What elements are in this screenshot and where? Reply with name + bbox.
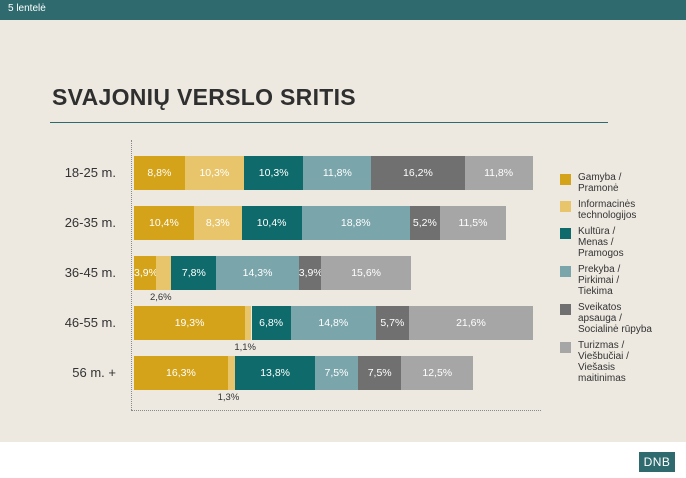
legend-swatch bbox=[560, 304, 571, 315]
category-label: 56 m. + bbox=[72, 365, 116, 380]
data-label: 15,6% bbox=[351, 267, 381, 279]
data-label-outside: 1,3% bbox=[217, 392, 240, 403]
bar-segment bbox=[184, 156, 244, 190]
bar-segment bbox=[227, 356, 236, 390]
data-label: 14,3% bbox=[242, 267, 273, 279]
top-bar: 5 lentelė bbox=[0, 0, 686, 20]
bar-segment bbox=[358, 356, 402, 390]
bar-segment bbox=[245, 306, 252, 340]
data-label: 14,8% bbox=[318, 317, 349, 329]
data-label: 10,3% bbox=[199, 167, 230, 179]
data-label-outside: 1,1% bbox=[234, 342, 256, 353]
legend-item: Kultūra / Menas / Pramogos bbox=[560, 226, 680, 259]
data-label: 21,6% bbox=[456, 317, 486, 329]
category-label: 46-55 m. bbox=[64, 315, 116, 330]
value-axis-line bbox=[131, 410, 541, 411]
legend-item: Turizmas / Viešbučiai / Viešasis maitini… bbox=[560, 340, 680, 384]
data-label: 7,5% bbox=[324, 367, 349, 379]
legend-swatch bbox=[560, 342, 571, 353]
bar-segment bbox=[244, 156, 304, 190]
chart-legend: Gamyba / Pramonė Informacinės technologij… bbox=[560, 172, 680, 389]
legend-swatch bbox=[560, 228, 571, 239]
bar-segment bbox=[314, 356, 359, 390]
legend-item: Gamyba / Pramonė bbox=[560, 172, 680, 194]
data-label: 13,8% bbox=[260, 367, 290, 379]
bar-segment bbox=[301, 206, 410, 240]
legend-swatch bbox=[560, 174, 571, 185]
legend-label: Prekyba / Pirkimai / Tiekima bbox=[578, 264, 621, 297]
data-label-outside: 2,6% bbox=[149, 292, 172, 303]
bar-segment bbox=[216, 256, 299, 290]
bar-segment bbox=[134, 356, 228, 390]
data-label: 8,3% bbox=[205, 217, 230, 229]
data-label: 10,3% bbox=[258, 167, 289, 179]
bar-segment bbox=[321, 256, 412, 290]
data-label: 16,3% bbox=[166, 367, 196, 379]
data-label: 8,8% bbox=[147, 167, 172, 179]
category-label: 18-25 m. bbox=[64, 165, 116, 180]
bar-segment bbox=[171, 256, 217, 290]
legend-label: Sveikatos apsauga / Socialinė rūpyba bbox=[578, 302, 652, 335]
data-label: 12,5% bbox=[422, 367, 453, 379]
data-label: 6,8% bbox=[259, 317, 284, 329]
bar-segment bbox=[134, 256, 157, 290]
legend-item: Informacinės technologijos bbox=[560, 199, 680, 221]
legend-label: Kultūra / Menas / Pramogos bbox=[578, 226, 624, 259]
bar-segment bbox=[241, 206, 302, 240]
bar-segment bbox=[193, 206, 242, 240]
bar-segment bbox=[251, 306, 291, 340]
data-label: 7,5% bbox=[367, 367, 392, 379]
slide-label: 5 lentelė bbox=[8, 3, 46, 14]
legend-swatch bbox=[560, 266, 571, 277]
legend-item: Sveikatos apsauga / Socialinė rūpyba bbox=[560, 302, 680, 335]
title-divider bbox=[50, 122, 608, 123]
data-label: 11,8% bbox=[484, 167, 514, 179]
bar-segment bbox=[439, 206, 507, 240]
bar-segment bbox=[408, 306, 534, 340]
legend-label: Turizmas / Viešbučiai / Viešasis maitini… bbox=[578, 340, 629, 384]
data-label: 10,4% bbox=[149, 217, 179, 229]
data-label: 7,8% bbox=[181, 267, 206, 279]
bar-segment bbox=[134, 156, 185, 190]
bar-segment bbox=[371, 156, 465, 190]
data-label: 18,8% bbox=[340, 217, 371, 229]
bar-segment bbox=[401, 356, 474, 390]
data-label: 11,5% bbox=[458, 217, 488, 229]
legend-swatch bbox=[560, 201, 571, 212]
bar-segment bbox=[303, 156, 372, 190]
bar-segment bbox=[156, 256, 172, 290]
bar-segment bbox=[134, 206, 194, 240]
data-label: 5,7% bbox=[380, 317, 405, 329]
data-label: 3,9% bbox=[298, 267, 323, 279]
legend-label: Gamyba / Pramonė bbox=[578, 172, 622, 194]
data-label: 10,4% bbox=[256, 217, 287, 229]
data-label: 19,3% bbox=[174, 317, 205, 329]
bar-segment bbox=[235, 356, 315, 390]
data-label: 5,2% bbox=[412, 217, 437, 229]
category-label: 36-45 m. bbox=[64, 265, 116, 280]
bar-segment bbox=[409, 206, 440, 240]
data-label: 16,2% bbox=[403, 167, 433, 179]
dnb-logo: DNB bbox=[639, 452, 675, 472]
bar-segment bbox=[375, 306, 409, 340]
data-label: 11,8% bbox=[322, 167, 352, 179]
page-title: SVAJONIŲ VERSLO SRITIS bbox=[52, 84, 356, 110]
legend-item: Prekyba / Pirkimai / Tiekima bbox=[560, 264, 680, 297]
category-label: 26-35 m. bbox=[64, 215, 116, 230]
category-axis-line bbox=[131, 140, 132, 410]
data-label: 3,9% bbox=[134, 267, 158, 279]
bar-segment bbox=[298, 256, 322, 290]
bar-segment bbox=[464, 156, 533, 190]
bar-segment bbox=[290, 306, 376, 340]
bar-segment bbox=[134, 306, 246, 340]
legend-label: Informacinės technologijos bbox=[578, 199, 637, 221]
